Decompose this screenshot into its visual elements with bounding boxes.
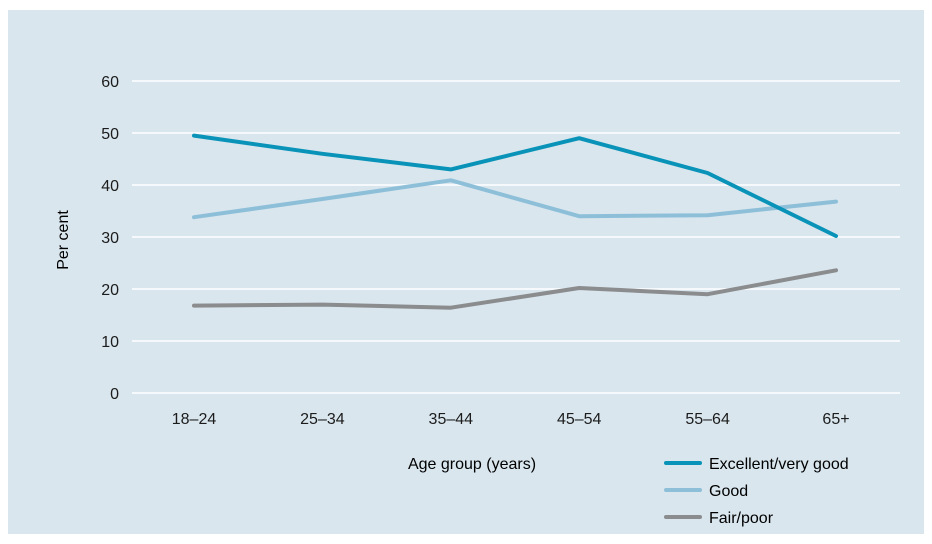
y-tick-label: 60 [101, 74, 119, 91]
y-tick-label: 30 [101, 230, 119, 247]
y-tick-label: 40 [101, 178, 119, 195]
x-tick-label: 55–64 [685, 411, 730, 428]
legend-label: Excellent/very good [709, 456, 849, 473]
line-chart: 0 10 20 30 40 50 60 18–24 25–34 35–44 45–54 55–64 6… [55, 74, 900, 527]
y-tick-label: 10 [101, 334, 119, 351]
series-line-good [192, 178, 838, 220]
gridlines [132, 80, 900, 394]
chart-panel: 0 10 20 30 40 50 60 18–24 25–34 35–44 45–54 55–64 6… [8, 10, 924, 534]
legend-label: Fair/poor [709, 510, 774, 527]
x-axis-title: Age group (years) [408, 456, 536, 473]
y-tick-label: 50 [101, 126, 119, 143]
y-axis-title: Per cent [55, 210, 72, 270]
x-tick-label: 18–24 [172, 411, 217, 428]
legend: Excellent/very good Good Fair/poor [664, 456, 849, 527]
x-tick-label: 65+ [822, 411, 849, 428]
x-tick-label: 25–34 [300, 411, 345, 428]
x-tick-label: 45–54 [557, 411, 602, 428]
y-tick-label: 20 [101, 282, 119, 299]
series-line-fair-poor [192, 268, 838, 310]
x-axis-ticks: 18–24 25–34 35–44 45–54 55–64 65+ [172, 411, 850, 428]
series-lines [192, 133, 838, 310]
y-axis-ticks: 0 10 20 30 40 50 60 [101, 74, 119, 403]
y-tick-label: 0 [110, 386, 119, 403]
series-line-excellent-very-good [192, 133, 838, 238]
x-tick-label: 35–44 [429, 411, 474, 428]
legend-label: Good [709, 483, 748, 500]
